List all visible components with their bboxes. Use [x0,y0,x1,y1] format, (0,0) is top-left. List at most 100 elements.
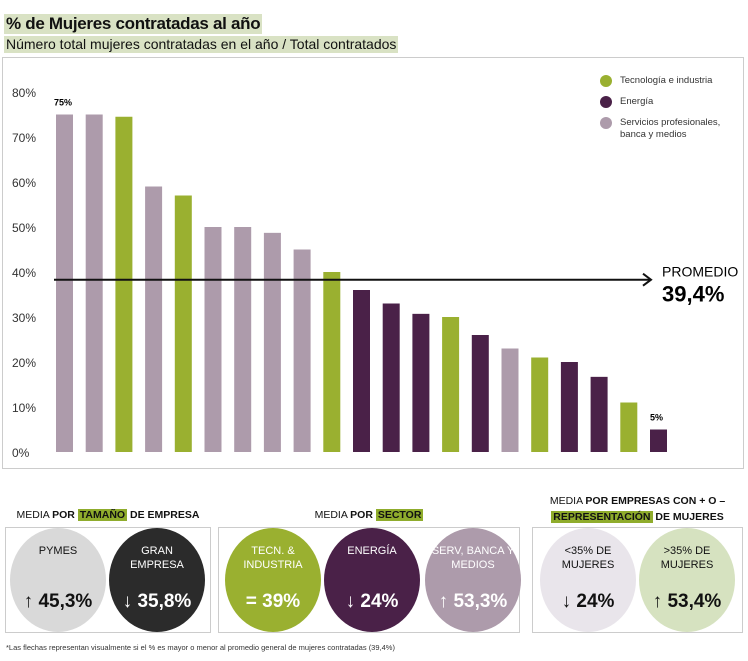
chart-frame [2,57,744,469]
circle-label: ENERGÍA [347,545,397,557]
y-tick-label: 60% [12,176,36,190]
legend-swatch [600,96,612,108]
circle-value: = 39% [225,590,321,614]
chart-subtitle: Número total mujeres contratadas en el a… [4,36,399,53]
legend-item-energy: Energía [598,96,738,108]
heading-highlight: REPRESENTACIÓN [551,511,653,523]
bar [174,195,192,452]
y-tick-label: 0% [12,446,30,460]
heading-text: MEDIA [16,509,53,521]
circle-label: GRAN EMPRESA [130,545,184,571]
bar [442,317,460,452]
arrow-icon: ↓ [345,591,356,612]
arrow-icon: ↓ [122,591,133,612]
arrow-head-icon [642,272,653,287]
circle-value: ↓ 35,8% [109,590,205,614]
bar [620,402,638,452]
value-text: 53,4% [667,591,722,612]
bar [560,362,578,452]
arrow-icon: = [245,591,257,612]
size-box [5,527,211,633]
footnote: *Las flechas representan visualmente si … [6,643,395,652]
legend-swatch [600,117,612,129]
arrow-icon: ↓ [561,591,572,612]
legend-item-tech: Tecnología e industria [598,75,738,87]
y-tick-label: 50% [12,221,36,235]
circle-value: ↑ 53,4% [639,590,735,614]
heading-bold: POR [350,509,376,521]
sector-circle-0: TECN. & INDUSTRIA = 39% [225,528,321,632]
value-text: 24% [360,591,399,612]
bar [531,357,549,452]
circle-label: >35% DE MUJERES [660,545,714,571]
representation-box [532,527,743,633]
bar [382,303,400,452]
bar [145,186,163,452]
heading-bold: POR [52,509,78,521]
circle-label: <35% DE MUJERES [561,545,615,571]
y-tick-label: 80% [12,86,36,100]
heading-highlight: SECTOR [375,509,424,521]
value-text: 45,3% [38,591,93,612]
sector-circle-2: SERV, BANCA Y MEDIOS ↑ 53,3% [425,528,521,632]
chart-title: % de Mujeres contratadas al año [4,14,263,34]
size-circle-0: PYMES ↑ 45,3% [10,528,106,632]
circle-value: ↓ 24% [324,590,420,614]
representation-heading: MEDIA POR EMPRESAS CON + O – REPRESENTACI… [532,493,743,525]
heading-bold: POR EMPRESAS CON + O – [585,495,726,507]
value-text: 24% [576,591,615,612]
circle-label: SERV, BANCA Y MEDIOS [431,545,515,571]
arrow-icon: ↑ [23,591,34,612]
y-tick-label: 20% [12,356,36,370]
y-tick-label: 40% [12,266,36,280]
circle-label: TECN. & INDUSTRIA [243,545,303,571]
value-text: 39% [262,591,301,612]
bar [353,290,370,452]
sector-heading: MEDIA POR SECTOR [218,507,520,523]
circle-label: PYMES [38,545,78,557]
data-label-first: 75% [54,98,72,108]
bar [263,232,281,452]
legend-label: Tecnología e industria [620,75,713,86]
size-heading: MEDIA POR TAMAÑO DE EMPRESA [5,507,211,523]
bar [56,114,73,452]
representation-circle-1: >35% DE MUJERES ↑ 53,4% [639,528,735,632]
y-tick-label: 70% [12,131,36,145]
bar [204,227,222,452]
heading-highlight: TAMAÑO [77,509,128,521]
bar [115,116,133,452]
heading-bold: DE MUJERES [652,511,724,523]
circle-value: ↑ 45,3% [10,590,106,614]
arrow-icon: ↑ [438,591,449,612]
y-tick-label: 30% [12,311,36,325]
data-label-last: 5% [650,413,663,423]
bar [85,114,103,452]
size-circle-1: GRAN EMPRESA ↓ 35,8% [109,528,205,632]
legend-item-services: Servicios profesionales, banca y medios [598,117,738,141]
bar [234,227,252,452]
average-label: PROMEDIO [662,264,738,280]
legend-swatch [600,75,612,87]
legend-label: Energía [620,96,654,107]
bar-chart: 0% 10% 20% 30% 40% 50% 60% 70% 80% 75% 5% PROMEDIO 3… [12,86,738,460]
bar [471,335,489,452]
bar [650,429,667,452]
circle-value: ↑ 53,3% [425,590,521,614]
bar [293,249,311,452]
average-value: 39,4% [662,282,724,307]
circle-value: ↓ 24% [540,590,636,614]
bar [412,313,430,452]
bar [323,272,341,452]
heading-text: MEDIA [314,509,351,521]
bar [501,348,519,452]
sector-circle-1: ENERGÍA ↓ 24% [324,528,420,632]
arrow-icon: ↑ [652,591,663,612]
y-tick-label: 10% [12,401,36,415]
heading-text: MEDIA [549,495,586,507]
bar [590,376,608,452]
chart-legend: Tecnología e industria Energía Servicios… [598,75,738,150]
value-text: 53,3% [453,591,508,612]
representation-circle-0: <35% DE MUJERES ↓ 24% [540,528,636,632]
value-text: 35,8% [137,591,192,612]
legend-label: Servicios profesionales, banca y medios [620,117,721,140]
